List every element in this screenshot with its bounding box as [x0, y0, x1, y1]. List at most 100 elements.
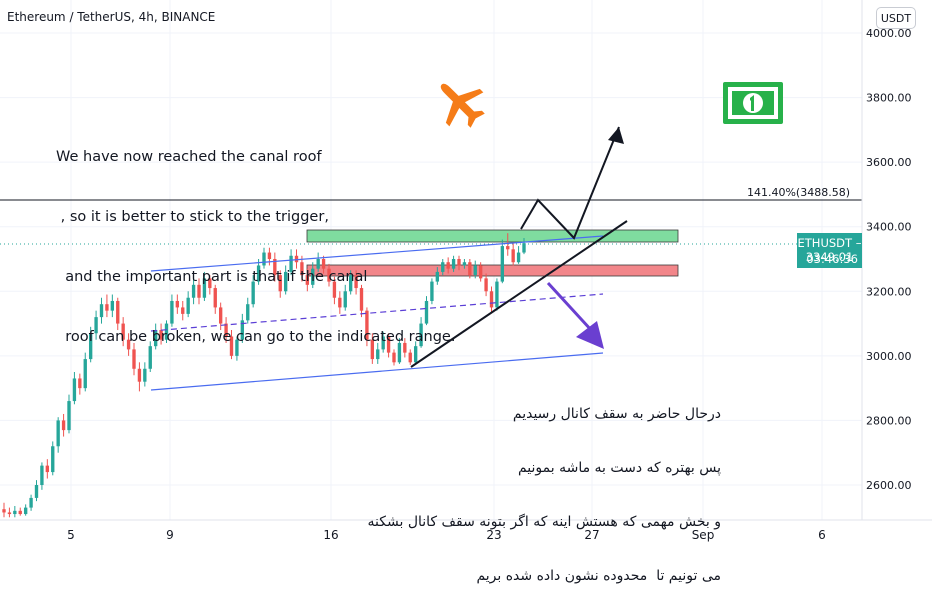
candle — [273, 252, 277, 282]
candle-body — [13, 510, 17, 515]
note-line: and the important part is that if the ca… — [56, 269, 368, 285]
candle-body — [311, 268, 315, 285]
candle — [424, 296, 429, 326]
candle-body — [348, 275, 353, 292]
candle-body — [105, 304, 109, 311]
candle — [278, 270, 282, 298]
candle-body — [94, 317, 98, 334]
candle-body — [489, 291, 494, 308]
candle — [343, 284, 347, 311]
candle-body — [327, 268, 331, 282]
candle — [186, 291, 190, 318]
resistance-zone[interactable] — [306, 229, 679, 243]
x-tick-label: 23 — [486, 528, 501, 542]
candle-body — [397, 342, 402, 363]
candle — [7, 507, 12, 518]
last-price-label[interactable]: ETHUSDT – 3349.01 03:46:36 — [797, 233, 862, 268]
candle — [99, 297, 104, 324]
candle — [153, 323, 158, 350]
candles — [2, 233, 526, 518]
price-chart[interactable]: 2600.00 2800.00 3000.00 3200.00 3400.00 3600.… — [0, 0, 932, 550]
candle — [72, 372, 77, 405]
candle-body — [83, 359, 87, 389]
x-tick-label: 6 — [818, 528, 826, 542]
chart-title: Ethereum / TetherUS, 4h, BINANCE — [7, 10, 216, 24]
candle — [462, 259, 467, 269]
price-axis[interactable]: 2600.00 2800.00 3000.00 3200.00 3400.00 3600.… — [866, 27, 912, 492]
candle — [34, 480, 39, 502]
money-bill-icon — [723, 82, 783, 124]
candle-body — [408, 352, 412, 363]
candle — [170, 294, 174, 327]
candle — [403, 338, 407, 358]
candle-body — [457, 259, 461, 266]
candle-body — [473, 265, 477, 276]
candle — [289, 249, 293, 276]
channel-midline[interactable] — [150, 293, 604, 332]
candle — [78, 373, 82, 395]
candle-body — [164, 323, 169, 340]
trendline[interactable] — [410, 220, 628, 368]
note-line: We have now reached the canal roof — [56, 149, 322, 165]
note-line: درحال حاضر به سقف کانال رسیدیم — [512, 406, 721, 422]
candle-body — [45, 465, 50, 473]
candle — [370, 333, 375, 364]
candle-body — [7, 512, 12, 515]
channel-upper-line[interactable] — [150, 235, 604, 272]
candle-body — [522, 243, 526, 253]
candle — [13, 505, 17, 518]
x-tick-label: 5 — [67, 528, 75, 542]
currency-button[interactable]: USDT — [876, 7, 916, 29]
candle — [365, 307, 369, 347]
candle-body — [451, 259, 456, 269]
candle-body — [500, 246, 505, 282]
candle-body — [197, 284, 201, 298]
candle-body — [359, 288, 364, 311]
candle-body — [294, 255, 299, 263]
candle-body — [403, 342, 407, 353]
candle-body — [246, 304, 250, 321]
y-tick-label: 2600.00 — [866, 479, 912, 492]
candle-body — [159, 330, 163, 340]
candle-body — [343, 291, 347, 308]
candle-body — [67, 401, 71, 431]
symbol-price: ETHUSDT – 3349.01 — [797, 236, 862, 264]
candle — [489, 286, 494, 313]
y-tick-label: 3200.00 — [866, 285, 912, 298]
y-tick-label: 3400.00 — [866, 221, 912, 234]
candle-body — [88, 333, 93, 360]
candle-body — [229, 336, 234, 356]
x-tick-label: 27 — [584, 528, 599, 542]
candle — [105, 294, 109, 318]
y-tick-label: 3600.00 — [866, 156, 912, 169]
candle-body — [332, 281, 337, 298]
candle-body — [251, 281, 255, 305]
candle-body — [29, 497, 33, 508]
candle-body — [381, 336, 385, 350]
projection-path[interactable] — [520, 126, 620, 240]
projection-arrow-head — [608, 127, 624, 144]
candle-body — [143, 368, 147, 382]
candle-body — [208, 278, 212, 289]
candle-body — [267, 252, 272, 259]
candle-body — [72, 378, 77, 402]
candle — [208, 275, 212, 295]
channel-lower-line[interactable] — [150, 352, 604, 391]
zones — [306, 229, 679, 277]
candle — [61, 413, 66, 437]
candle-body — [121, 323, 125, 340]
candle — [311, 262, 315, 289]
candle — [321, 255, 326, 274]
candle — [218, 302, 223, 331]
candle — [267, 247, 272, 266]
bear-arrow-shaft[interactable] — [546, 281, 594, 333]
time-axis[interactable]: 5 9 16 23 27 Sep 6 — [67, 528, 826, 542]
candle-body — [61, 420, 66, 431]
note-line: , so it is better to stick to the trigge… — [56, 209, 329, 225]
candle-body — [478, 265, 483, 279]
candle — [181, 300, 185, 321]
y-tick-label: 3000.00 — [866, 350, 912, 363]
candle-body — [462, 262, 467, 266]
candle — [468, 259, 472, 279]
candle-body — [218, 307, 223, 324]
